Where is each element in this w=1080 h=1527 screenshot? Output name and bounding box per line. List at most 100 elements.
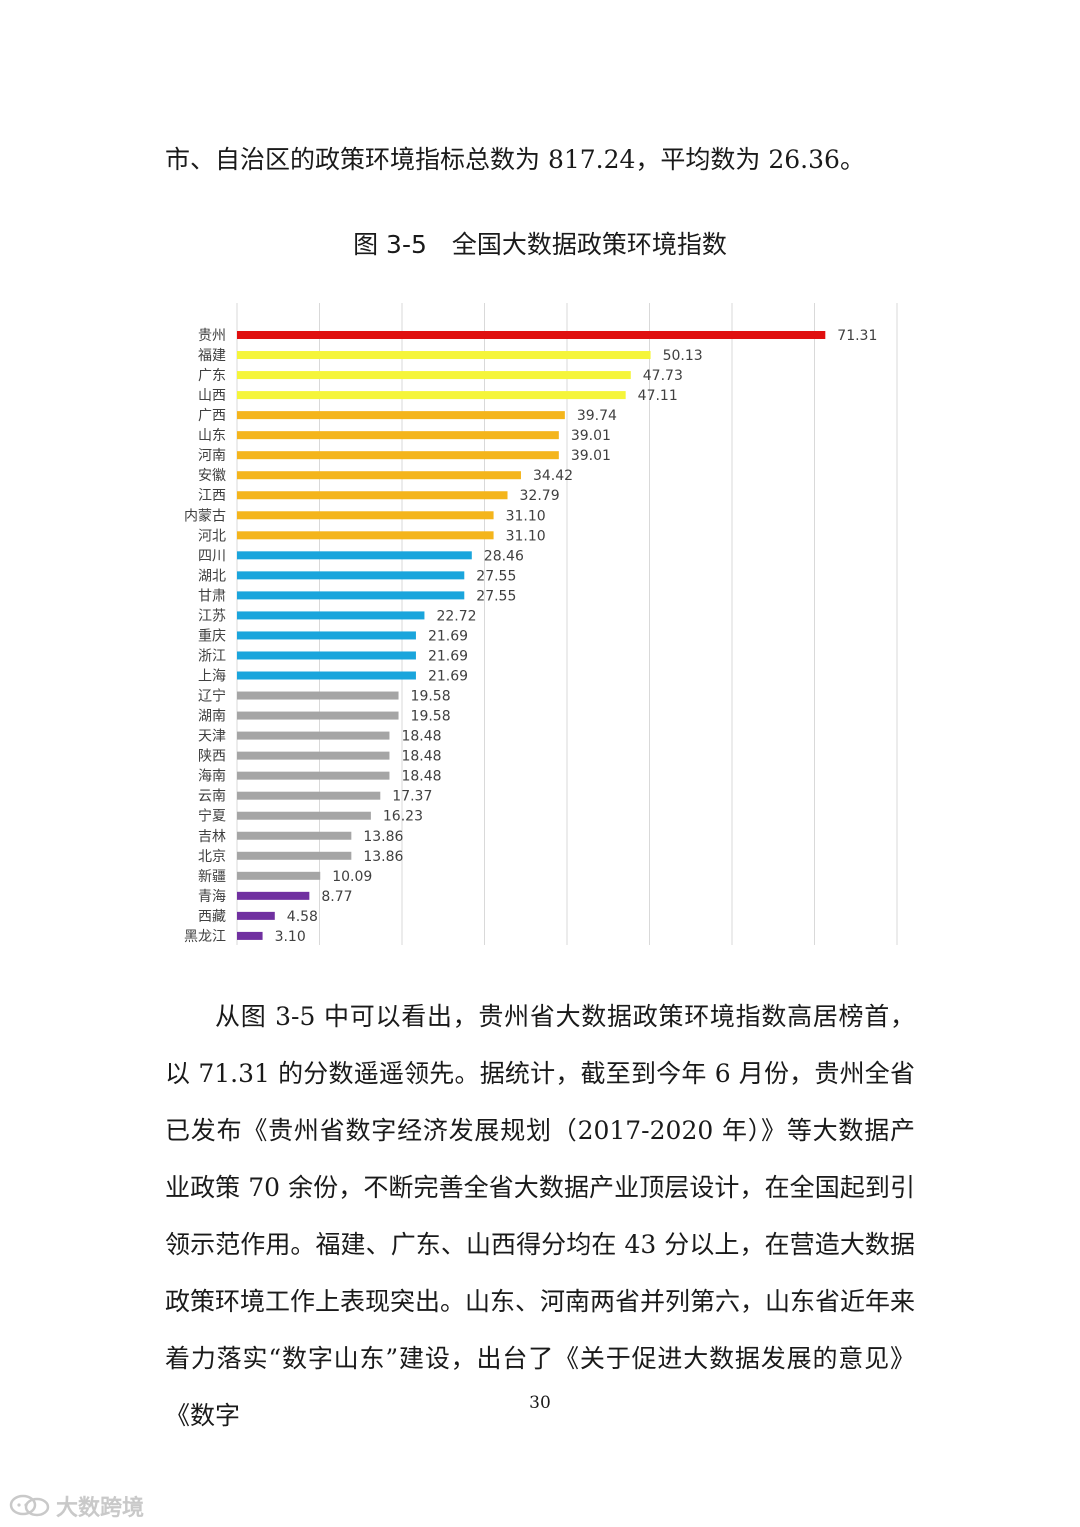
- category-label: 上海: [198, 669, 226, 685]
- category-label: 天津: [198, 729, 226, 745]
- value-label: 31.10: [506, 508, 546, 524]
- chart-gridlines: [236, 303, 898, 945]
- value-label: 18.48: [401, 769, 441, 785]
- value-label: 10.09: [332, 869, 372, 885]
- bar: [237, 671, 416, 680]
- category-label: 福建: [198, 348, 226, 364]
- value-label: 18.48: [401, 749, 441, 765]
- category-label: 河南: [198, 448, 226, 464]
- value-label: 47.11: [638, 388, 678, 404]
- bar: [237, 871, 321, 880]
- value-label: 39.01: [571, 448, 611, 464]
- bar: [237, 851, 352, 860]
- value-label: 16.23: [383, 809, 423, 825]
- bar: [237, 351, 651, 360]
- bar: [237, 751, 390, 760]
- value-label: 31.10: [506, 528, 546, 544]
- category-label: 海南: [198, 769, 226, 785]
- value-label: 39.01: [571, 428, 611, 444]
- value-label: 17.37: [392, 789, 432, 805]
- category-label: 吉林: [198, 829, 226, 845]
- category-label: 内蒙古: [184, 508, 226, 524]
- value-label: 13.86: [363, 829, 403, 845]
- category-label: 陕西: [198, 749, 226, 765]
- bar: [237, 911, 275, 920]
- value-label: 27.55: [476, 568, 516, 584]
- category-label: 河北: [198, 528, 226, 544]
- category-label: 云南: [198, 789, 226, 805]
- body-paragraph: 从图 3-5 中可以看出，贵州省大数据政策环境指数高居榜首，以 71.31 的分…: [165, 988, 915, 1444]
- bar: [237, 811, 371, 820]
- intro-text: 市、自治区的政策环境指标总数为 817.24，平均数为 26.36。: [165, 145, 865, 174]
- category-label: 北京: [198, 849, 226, 865]
- bar: [237, 451, 559, 460]
- bar: [237, 431, 559, 440]
- page-number: 30: [529, 1393, 551, 1413]
- category-label: 四川: [198, 548, 226, 564]
- body-text: 从图 3-5 中可以看出，贵州省大数据政策环境指数高居榜首，以 71.31 的分…: [165, 1002, 916, 1430]
- category-label: 重庆: [198, 628, 226, 644]
- bar: [237, 691, 399, 700]
- bar: [237, 531, 494, 540]
- value-label: 27.55: [476, 588, 516, 604]
- chart-bars: 贵州 71.31 福建 50.13 广东 47.73 山西 47.11 广西 39.74 山东 39.…: [184, 328, 877, 945]
- category-label: 甘肃: [198, 588, 226, 604]
- category-label: 安徽: [198, 468, 226, 484]
- category-label: 江西: [198, 488, 226, 504]
- category-label: 青海: [198, 889, 226, 905]
- bar: [237, 591, 465, 600]
- value-label: 32.79: [520, 488, 560, 504]
- bar: [237, 651, 416, 660]
- value-label: 3.10: [275, 929, 306, 945]
- value-label: 71.31: [837, 328, 877, 344]
- chat-bubble-icon: [9, 1494, 50, 1517]
- value-label: 21.69: [428, 628, 468, 644]
- bar: [237, 931, 263, 940]
- category-label: 西藏: [198, 909, 226, 925]
- bar: [237, 491, 508, 500]
- policy-index-bar-chart: 贵州 71.31 福建 50.13 广东 47.73 山西 47.11 广西 39.74 山东 39.…: [184, 303, 898, 945]
- bar: [237, 631, 416, 640]
- value-label: 19.58: [411, 709, 451, 725]
- value-label: 21.69: [428, 648, 468, 664]
- bar: [237, 411, 565, 420]
- value-label: 13.86: [363, 849, 403, 865]
- category-label: 黑龙江: [184, 929, 226, 945]
- bar: [237, 571, 465, 580]
- bar: [237, 391, 626, 400]
- category-label: 广西: [198, 408, 226, 424]
- bar: [237, 511, 494, 520]
- category-label: 广东: [198, 368, 226, 384]
- bar: [237, 371, 631, 380]
- category-label: 江苏: [198, 608, 226, 624]
- bar: [237, 771, 390, 780]
- category-label: 新疆: [198, 869, 226, 885]
- category-label: 宁夏: [198, 808, 226, 825]
- value-label: 34.42: [533, 468, 573, 484]
- bar: [237, 891, 310, 900]
- category-label: 湖南: [198, 709, 226, 725]
- value-label: 4.58: [287, 909, 318, 925]
- bar: [237, 611, 425, 620]
- value-label: 21.69: [428, 669, 468, 685]
- watermark-text: 大数跨境: [56, 1496, 145, 1521]
- watermark: 大数跨境: [8, 1490, 144, 1522]
- bar: [237, 471, 521, 480]
- value-label: 19.58: [411, 689, 451, 705]
- bar: [237, 331, 826, 339]
- category-label: 湖北: [198, 568, 226, 584]
- bar: [237, 831, 352, 840]
- value-label: 22.72: [436, 608, 476, 624]
- figure-title: 图 3-5 全国大数据政策环境指数: [353, 230, 727, 259]
- bar: [237, 731, 390, 740]
- value-label: 18.48: [401, 729, 441, 745]
- category-label: 浙江: [198, 648, 226, 664]
- value-label: 8.77: [321, 889, 352, 905]
- value-label: 47.73: [643, 368, 683, 384]
- category-label: 山西: [198, 388, 226, 404]
- category-label: 贵州: [198, 328, 226, 344]
- category-label: 辽宁: [198, 688, 226, 705]
- value-label: 28.46: [484, 548, 524, 564]
- bar: [237, 791, 381, 800]
- bar: [237, 551, 472, 560]
